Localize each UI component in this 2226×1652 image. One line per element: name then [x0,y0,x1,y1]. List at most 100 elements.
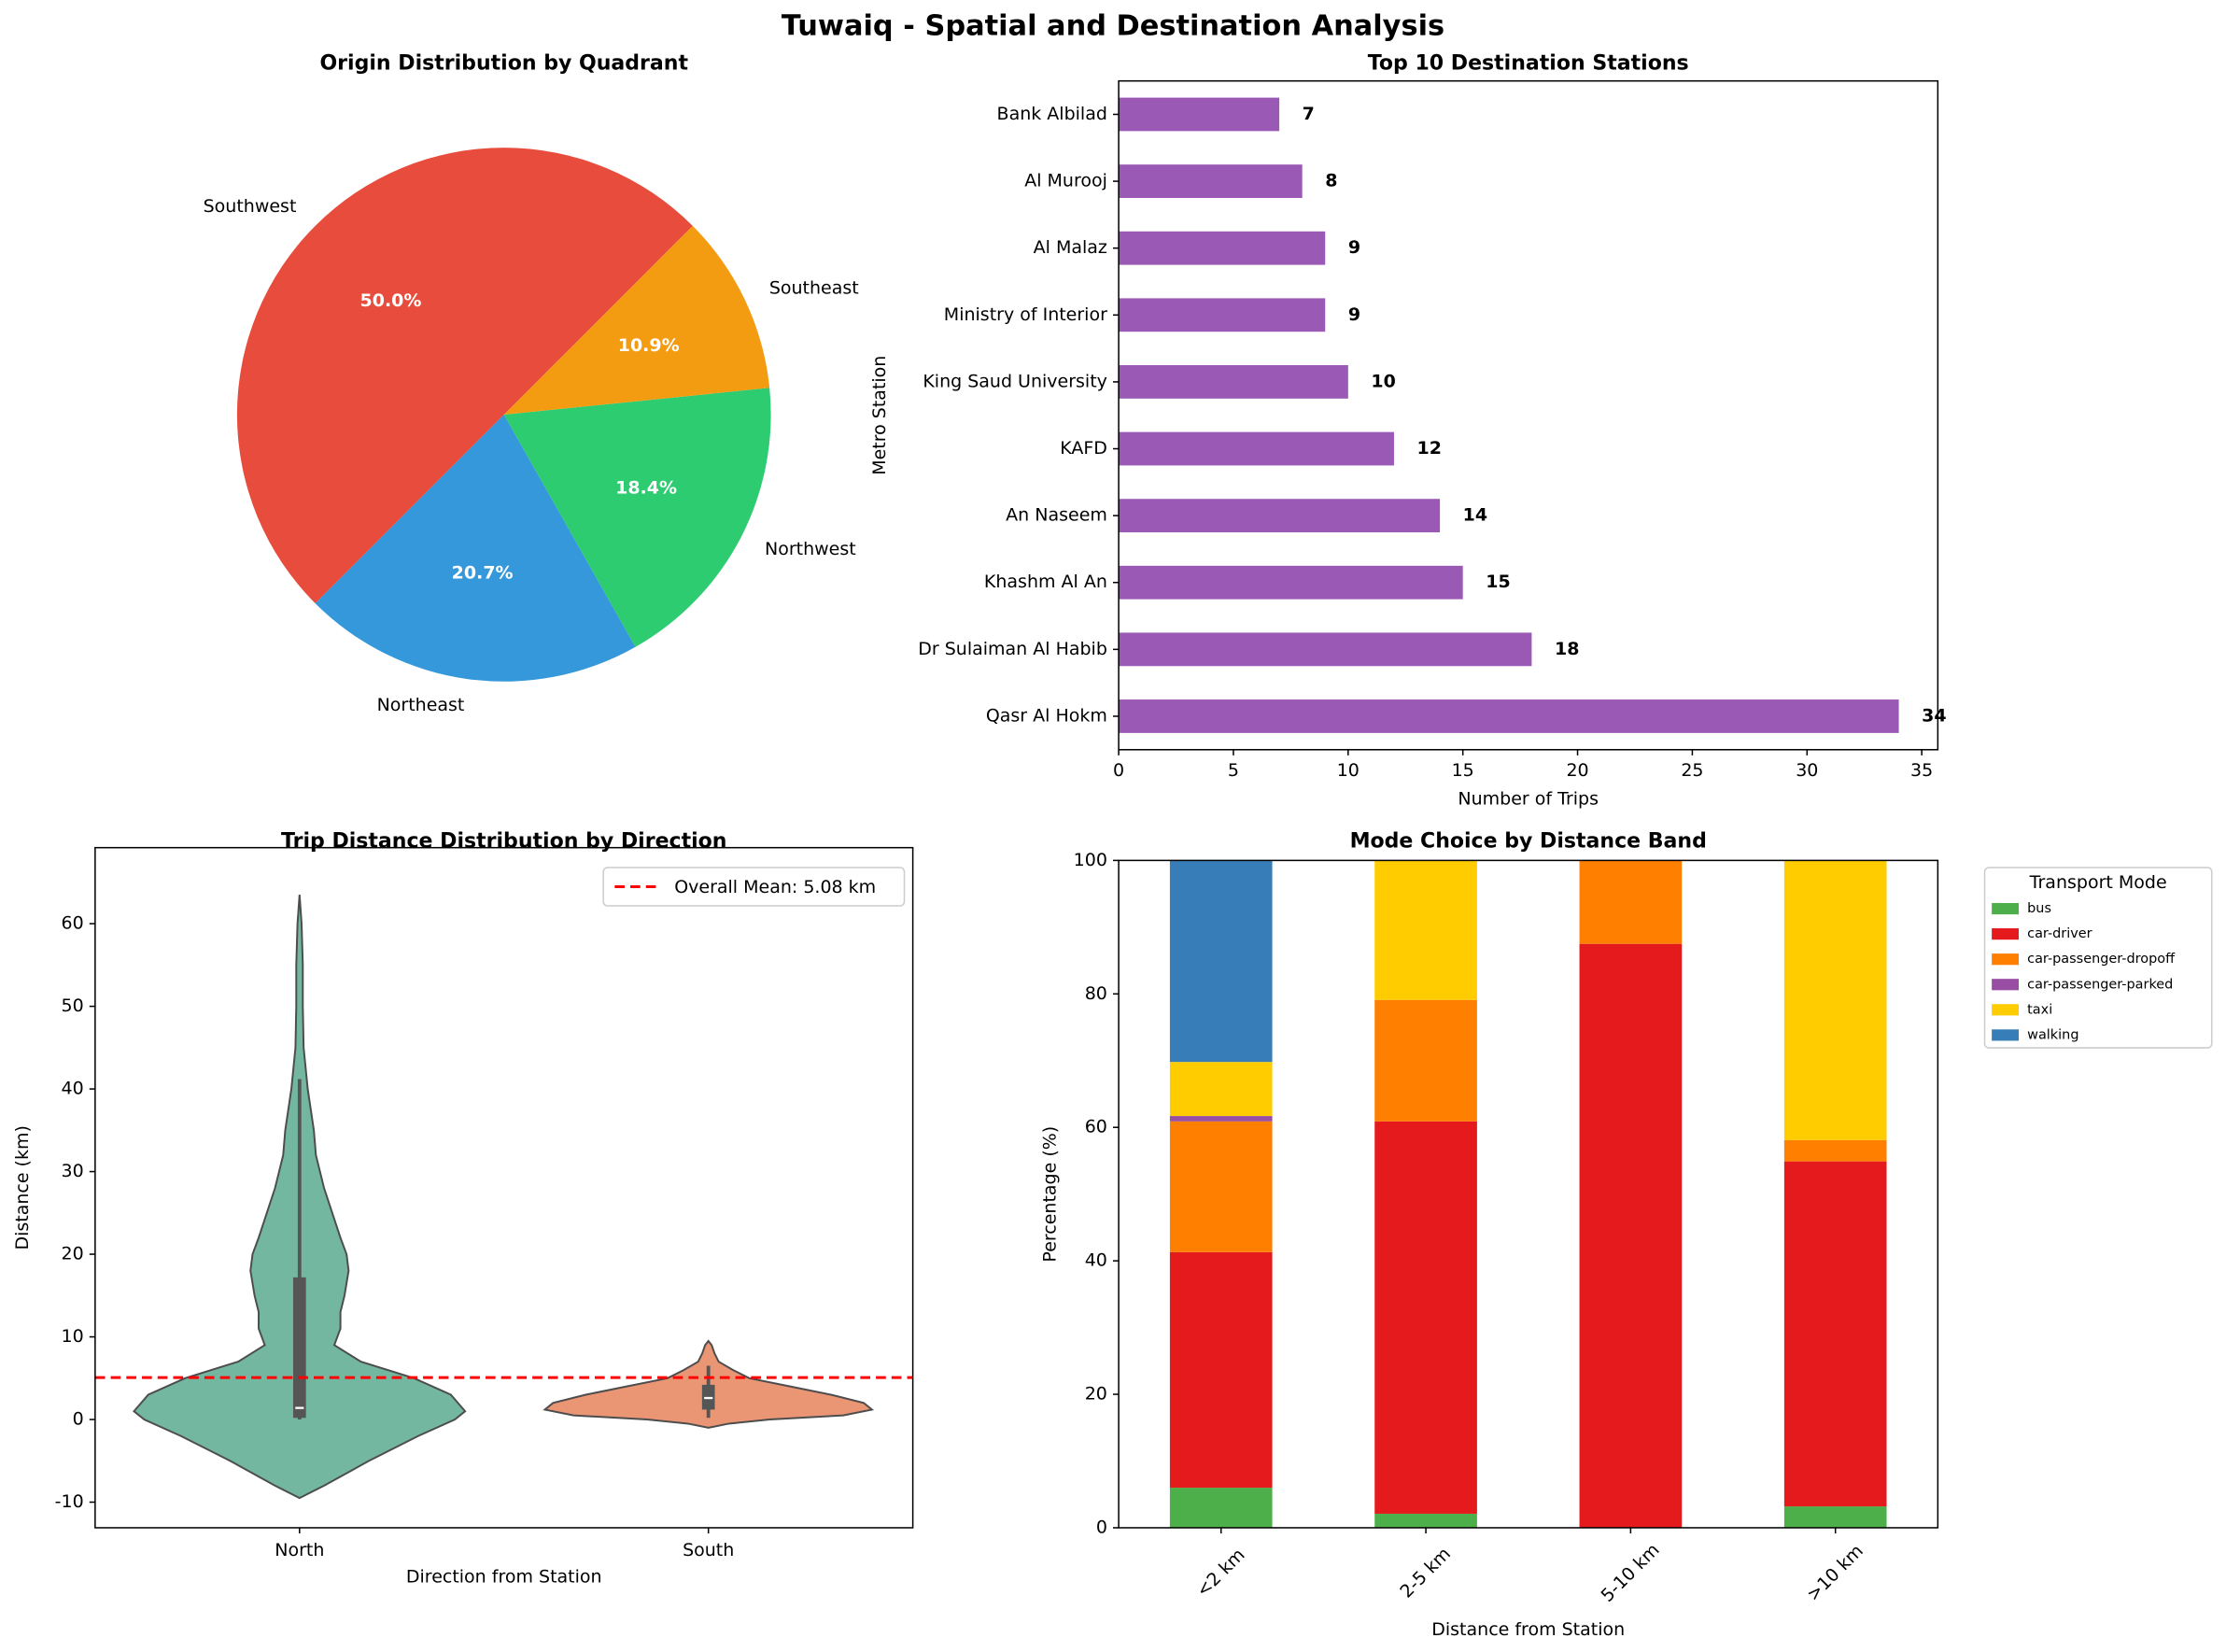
y-tick-label: Al Murooj [1024,171,1107,191]
bar [1119,431,1394,466]
bar-value-label: 9 [1348,304,1360,325]
chart-title: Origin Distribution by Quadrant [319,51,688,75]
bar-segment [1783,1161,1887,1507]
bar [1119,699,1899,733]
y-tick-label: KAFD [1060,438,1107,459]
y-tick-label: 20 [62,1244,84,1264]
legend-label: walking [2027,1027,2078,1042]
x-axis-label: Distance from Station [1431,1619,1625,1640]
y-tick-label: 20 [1085,1384,1107,1405]
bar-value-label: 14 [1463,505,1487,526]
bar [1119,499,1441,533]
x-tick-label: 0 [1113,760,1124,781]
y-tick-label: -10 [55,1491,84,1512]
axes-frame [1118,859,1939,1529]
legend-label: car-driver [2027,926,2092,941]
x-axis-label: Direction from Station [406,1567,602,1588]
y-axis-label: Percentage (%) [1040,1126,1061,1263]
legend-title: Transport Mode [2029,872,2167,893]
chart-title: Mode Choice by Distance Band [1350,830,1707,854]
wedge-label: Northeast [377,695,465,715]
y-tick-label: 0 [73,1409,84,1430]
bar-segment [1783,1506,1887,1528]
x-axis-label: Number of Trips [1458,788,1599,809]
legend-swatch [1992,1004,2020,1016]
bar-value-label: 10 [1371,371,1395,391]
legend-swatch [1992,902,2020,915]
legend-swatch [1992,953,2020,966]
bar-segment [1374,1513,1477,1528]
bar-segment [1374,1121,1477,1514]
bar-value-label: 7 [1303,104,1315,124]
axes-frame [94,846,914,1529]
bar-value-label: 18 [1555,639,1579,659]
y-tick-label: 60 [1085,1117,1107,1137]
x-tick-label: 2-5 km [1396,1544,1455,1603]
y-tick-label: Al Malaz [1034,237,1107,258]
y-tick-label: 0 [1096,1517,1107,1537]
axes-frame [1118,79,1939,751]
bar-segment [1374,860,1477,1000]
pie-wedge [503,225,770,415]
y-tick-label: 30 [62,1161,84,1181]
x-tick-label: North [275,1540,324,1560]
wedge-label: Southeast [769,278,859,299]
x-tick-label: 5 [1228,760,1239,781]
x-tick-label: 25 [1681,760,1703,781]
box-iqr [292,1277,306,1419]
bar-segment [1783,1139,1887,1162]
legend-swatch [1992,1029,2020,1041]
bar [1119,231,1326,265]
y-tick-label: 60 [62,913,84,934]
legend-swatch [1992,979,2020,991]
bar [1119,365,1348,399]
x-tick-label: 15 [1452,760,1474,781]
bar-value-label: 12 [1417,438,1442,459]
bar-segment [1169,1251,1273,1489]
bar-value-label: 8 [1325,171,1337,191]
bar [1119,298,1326,332]
bar [1119,97,1280,132]
y-tick-label: 100 [1074,850,1107,870]
y-tick-label: Qasr Al Hokm [986,705,1107,726]
y-tick-label: 40 [1085,1250,1107,1271]
y-tick-label: 40 [62,1079,84,1099]
wedge-percent: 50.0% [360,290,422,311]
legend-label: taxi [2027,1002,2052,1017]
legend-label: bus [2027,901,2051,916]
bar-segment [1783,860,1887,1140]
x-tick-label: <2 km [1192,1545,1249,1602]
wedge-label: Southwest [204,196,297,217]
wedge-percent: 20.7% [452,562,514,583]
y-tick-label: Bank Albilad [997,104,1107,124]
bar-value-label: 9 [1348,237,1360,258]
bar-value-label: 15 [1486,572,1510,592]
bar [1119,164,1303,198]
bar-segment [1579,943,1683,1528]
bar-segment [1169,1488,1273,1528]
x-tick-label: >10 km [1803,1541,1867,1605]
bar-segment [1169,1116,1273,1122]
pie-wedge [315,414,636,682]
legend-box [602,867,906,907]
bar [1119,565,1463,600]
bar-segment [1169,1062,1273,1117]
y-tick-label: 80 [1085,983,1107,1004]
legend-label: car-passenger-dropoff [2027,952,2176,967]
y-tick-label: Khashm Al An [984,572,1107,592]
chart-title: Trip Distance Distribution by Direction [281,830,727,854]
wedge-label: Northwest [765,539,856,559]
legend-label: car-passenger-parked [2027,977,2173,992]
x-tick-label: 30 [1796,760,1818,781]
y-axis-label: Metro Station [869,356,890,475]
x-tick-label: South [683,1540,734,1560]
bar-segment [1374,999,1477,1122]
y-tick-label: 50 [62,995,84,1016]
legend-label: Overall Mean: 5.08 km [674,877,876,897]
y-tick-label: An Naseem [1006,505,1107,526]
x-tick-label: 20 [1566,760,1588,781]
y-tick-label: Dr Sulaiman Al Habib [918,639,1107,659]
x-tick-label: 10 [1337,760,1360,781]
